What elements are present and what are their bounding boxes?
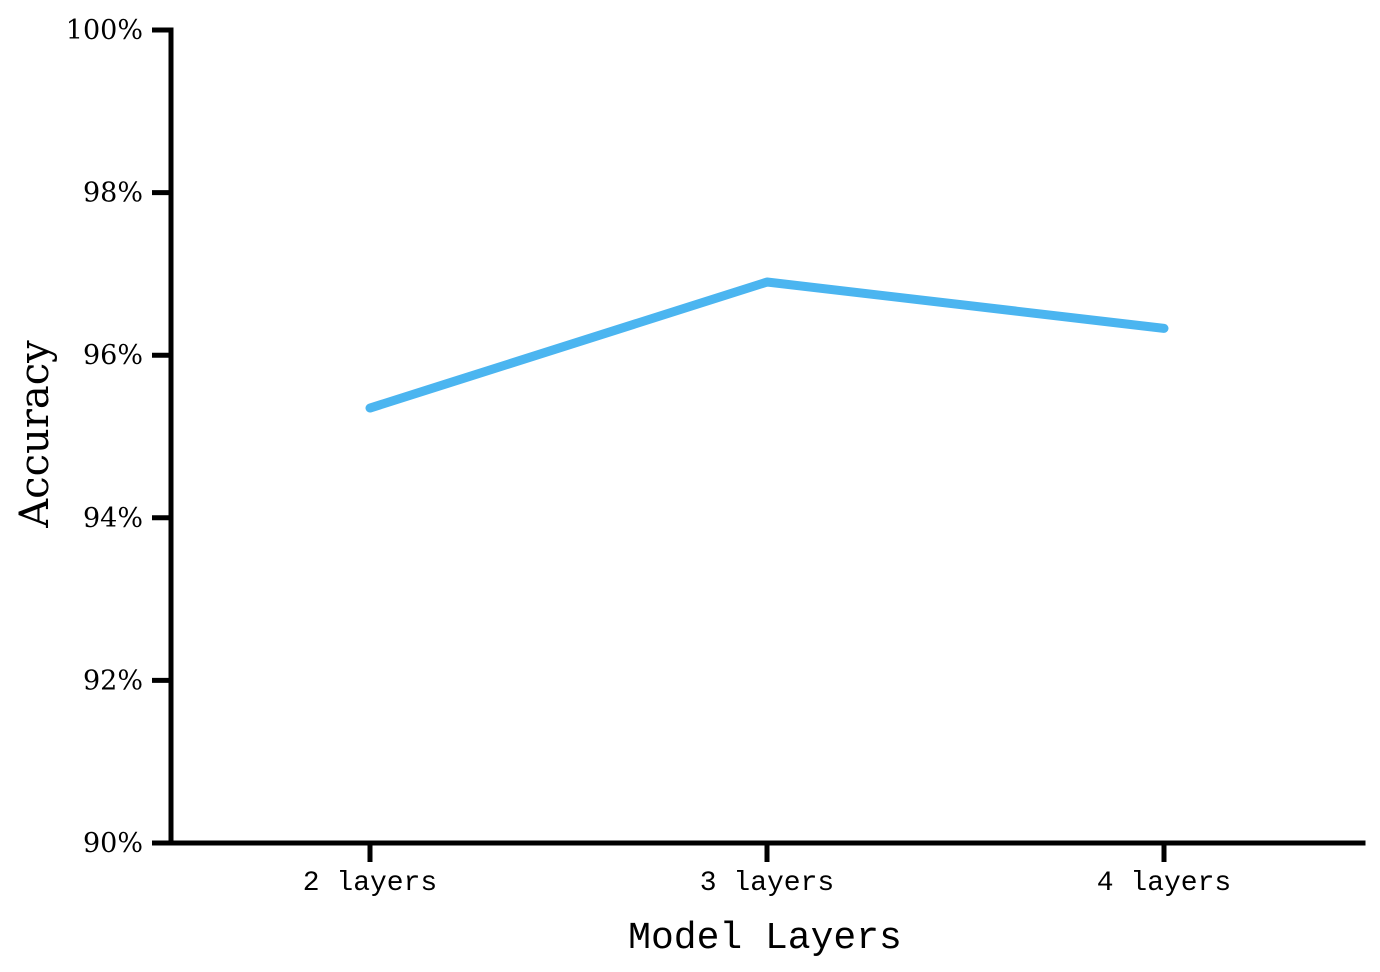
x-tick-label: 4 layers — [1097, 868, 1231, 899]
x-tick-label: 3 layers — [700, 868, 834, 899]
y-tick-label: 94% — [83, 503, 143, 534]
accuracy-line-series — [365, 277, 1169, 413]
y-tick-label: 100% — [66, 15, 143, 46]
y-tick-label: 92% — [83, 665, 143, 696]
y-axis-label: Accuracy — [12, 340, 58, 529]
x-tick-label: 2 layers — [303, 868, 437, 899]
y-tick-label: 96% — [83, 340, 143, 371]
x-ticks-group: 2 layers 3 layers 4 layers — [303, 843, 1231, 899]
y-tick-label: 90% — [83, 828, 143, 859]
series-group — [365, 277, 1169, 413]
y-tick-label: 98% — [83, 178, 143, 209]
axes-spines — [168, 27, 1366, 846]
x-axis-label: Model Layers — [628, 917, 902, 960]
y-ticks-group: 90% 92% 94% 96% 98% 100% — [66, 15, 171, 859]
